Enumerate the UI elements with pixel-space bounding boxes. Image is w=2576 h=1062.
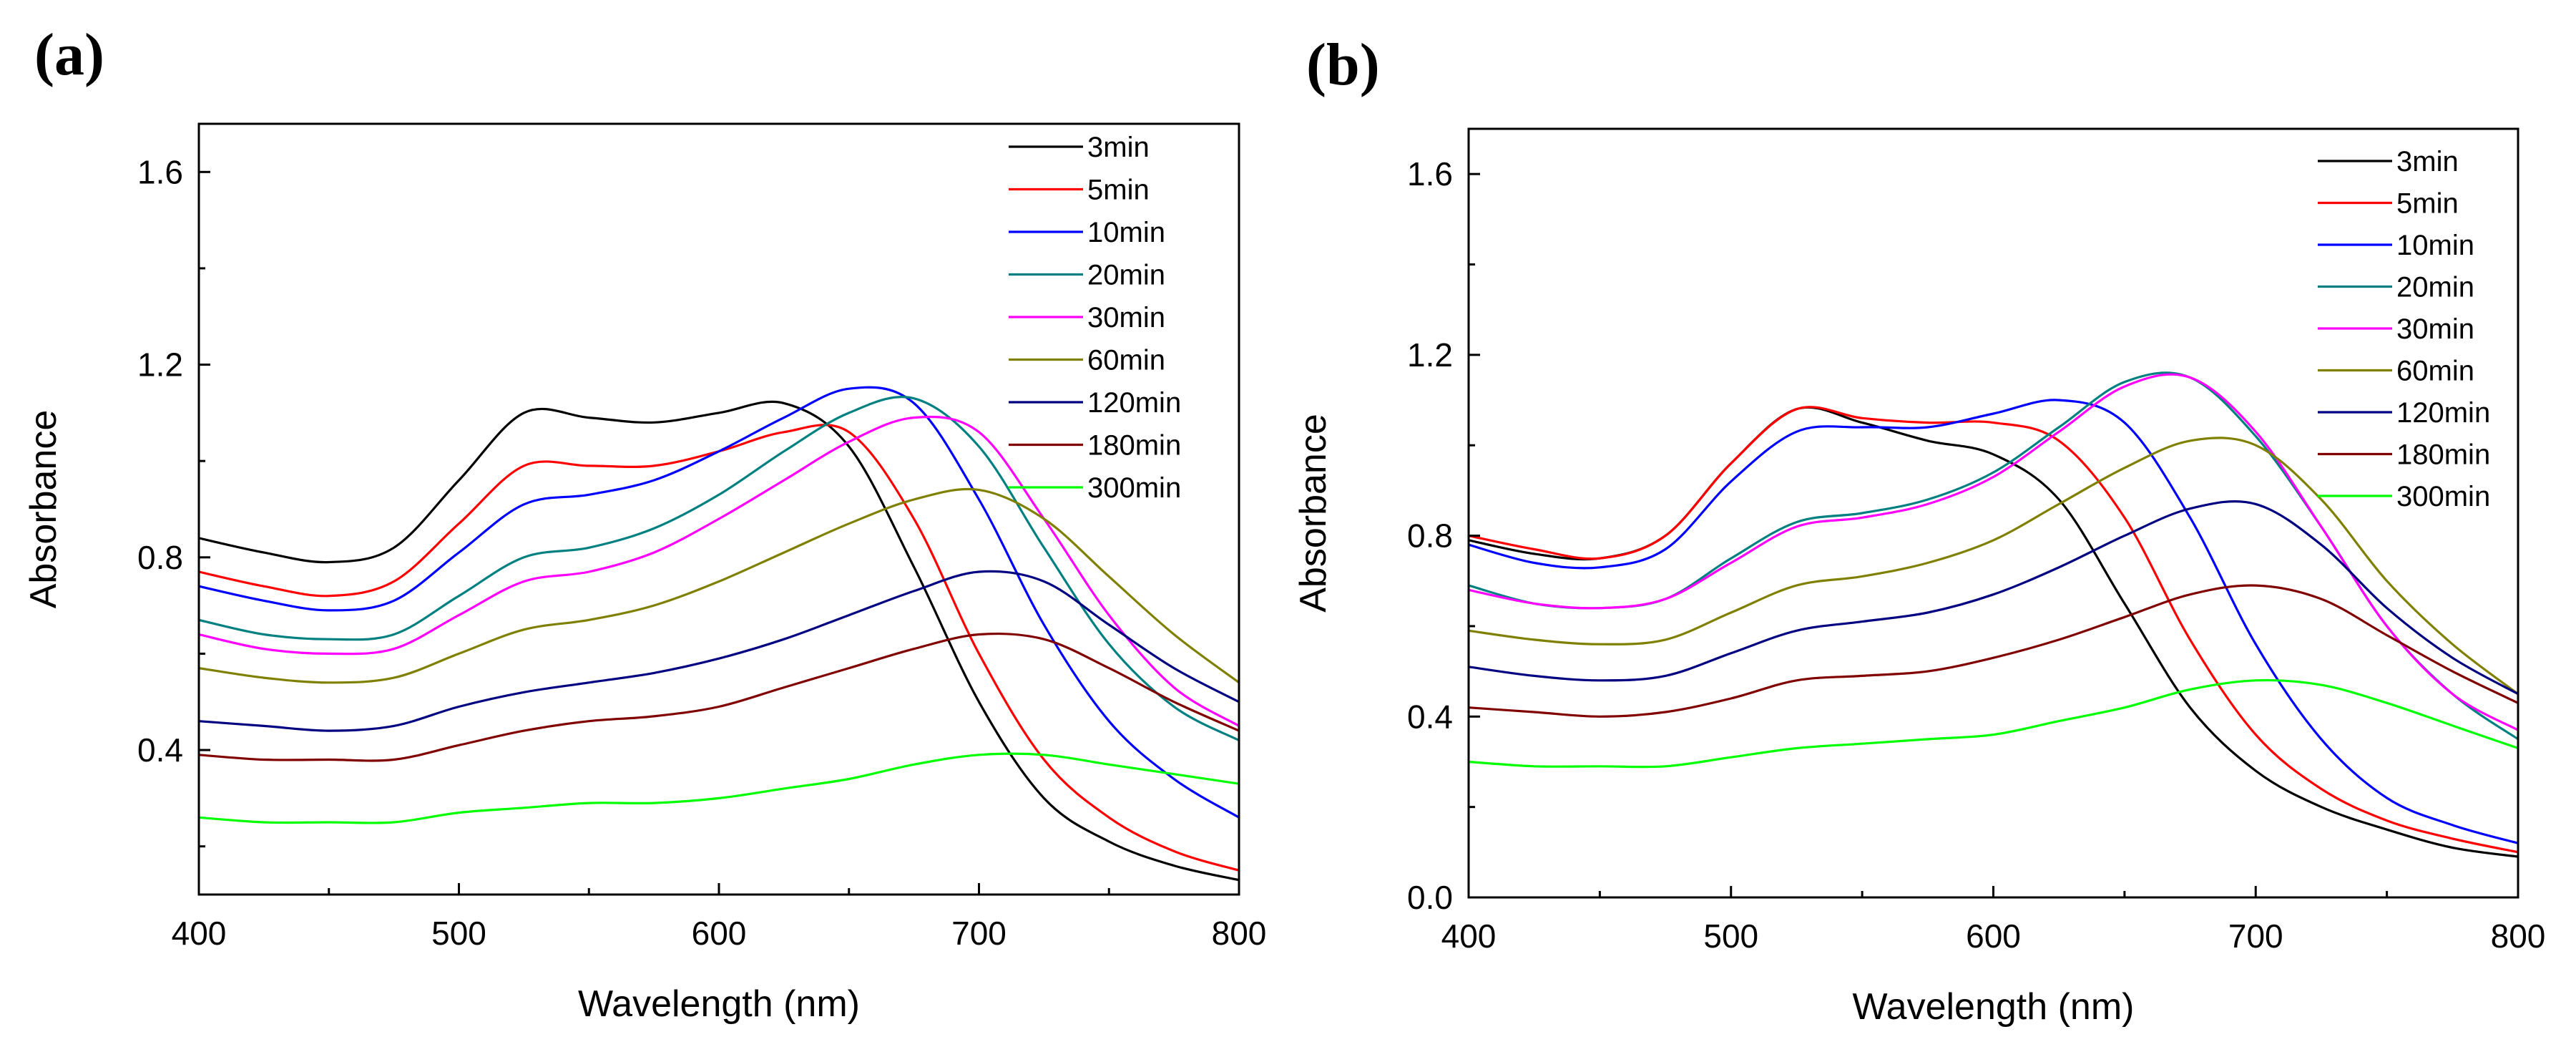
series-line-30min-b xyxy=(1469,373,2518,731)
legend-label-60min-b: 60min xyxy=(2396,356,2474,387)
x-axis-title-b: Wavelength (nm) xyxy=(1853,986,2135,1028)
legend-label-10min-a: 10min xyxy=(1087,217,1165,248)
legend-b: 3min 5min 10min 20min 30min 60min 120min 180min… xyxy=(2318,146,2490,512)
legend-label-300min-b: 300min xyxy=(2396,481,2490,512)
series-line-60min-b xyxy=(1469,437,2518,696)
series-line-300min-b xyxy=(1469,678,2518,769)
x-tick-label-a: 600 xyxy=(692,915,747,952)
series-line-3min-b xyxy=(1469,406,2518,858)
plot-frame-a xyxy=(197,122,1240,896)
y-tick-label-a: 0.8 xyxy=(137,539,183,576)
y-tick-label-b: 1.6 xyxy=(1407,155,1453,193)
y-axis-title-b: Absorbance xyxy=(1293,414,1334,613)
y-tick-label-a: 0.4 xyxy=(137,731,183,769)
x-axis-title-a: Wavelength (nm) xyxy=(578,983,860,1025)
series-line-10min-b xyxy=(1469,399,2518,844)
y-tick-label-b: 0.0 xyxy=(1407,879,1453,916)
series-group-b xyxy=(1469,371,2518,858)
y-tick-label-b: 0.4 xyxy=(1407,698,1453,735)
series-group-a xyxy=(199,386,1239,882)
series-line-20min-b xyxy=(1469,371,2518,741)
legend-label-60min-a: 60min xyxy=(1087,345,1165,376)
x-tick-label-a: 400 xyxy=(172,915,227,952)
series-line-180min-a xyxy=(199,632,1239,762)
series-line-300min-a xyxy=(199,752,1239,824)
x-tick-label-b: 500 xyxy=(1703,917,1758,955)
legend-label-30min-a: 30min xyxy=(1087,302,1165,333)
x-tick-label-a: 500 xyxy=(431,915,486,952)
series-line-5min-a xyxy=(199,424,1239,872)
y-tick-label-b: 1.2 xyxy=(1407,336,1453,374)
series-line-5min-b xyxy=(1469,406,2518,854)
legend-label-20min-b: 20min xyxy=(2396,272,2474,303)
x-tick-label-b: 400 xyxy=(1441,917,1497,955)
legend-label-20min-a: 20min xyxy=(1087,260,1165,291)
legend-label-10min-b: 10min xyxy=(2396,230,2474,261)
x-tick-label-a: 700 xyxy=(951,915,1007,952)
series-line-180min-b xyxy=(1469,584,2518,718)
chart-panel-b: (b) 400 500 600 700 800 0.0 0.4 0.8 1.2 1.6 Wavelen… xyxy=(1293,31,2545,1028)
legend-label-180min-b: 180min xyxy=(2396,439,2490,471)
chart-panel-a: (a) 400 500 600 700 800 0.4 0.8 1.2 1.6 Wavelength… xyxy=(23,21,1266,1025)
x-tick-label-a: 800 xyxy=(1212,915,1267,952)
legend-label-3min-a: 3min xyxy=(1087,132,1150,163)
legend-label-3min-b: 3min xyxy=(2396,146,2459,177)
y-tick-label-b: 0.8 xyxy=(1407,517,1453,555)
legend-label-30min-b: 30min xyxy=(2396,313,2474,345)
series-line-60min-a xyxy=(199,487,1239,684)
series-line-20min-a xyxy=(199,395,1239,742)
series-line-120min-b xyxy=(1469,500,2518,696)
legend-label-120min-a: 120min xyxy=(1087,387,1181,419)
legend-label-5min-b: 5min xyxy=(2396,188,2459,220)
legend-a: 3min 5min 10min 20min 30min 60min 120min 180min… xyxy=(1009,132,1181,504)
y-tick-label-a: 1.2 xyxy=(137,346,183,384)
series-line-10min-a xyxy=(199,386,1239,819)
panel-label-a: (a) xyxy=(34,21,104,88)
x-tick-label-b: 700 xyxy=(2228,917,2283,955)
x-tick-label-b: 800 xyxy=(2491,917,2546,955)
series-line-3min-a xyxy=(199,400,1239,882)
series-line-30min-a xyxy=(199,415,1239,727)
y-axis-title-a: Absorbance xyxy=(23,410,64,609)
y-tick-label-a: 1.6 xyxy=(137,153,183,190)
legend-label-180min-a: 180min xyxy=(1087,430,1181,462)
legend-label-120min-b: 120min xyxy=(2396,397,2490,429)
panel-label-b: (b) xyxy=(1306,31,1380,98)
series-line-120min-a xyxy=(199,570,1239,732)
legend-label-300min-a: 300min xyxy=(1087,472,1181,504)
legend-label-5min-a: 5min xyxy=(1087,175,1150,206)
x-tick-label-b: 600 xyxy=(1966,917,2021,955)
